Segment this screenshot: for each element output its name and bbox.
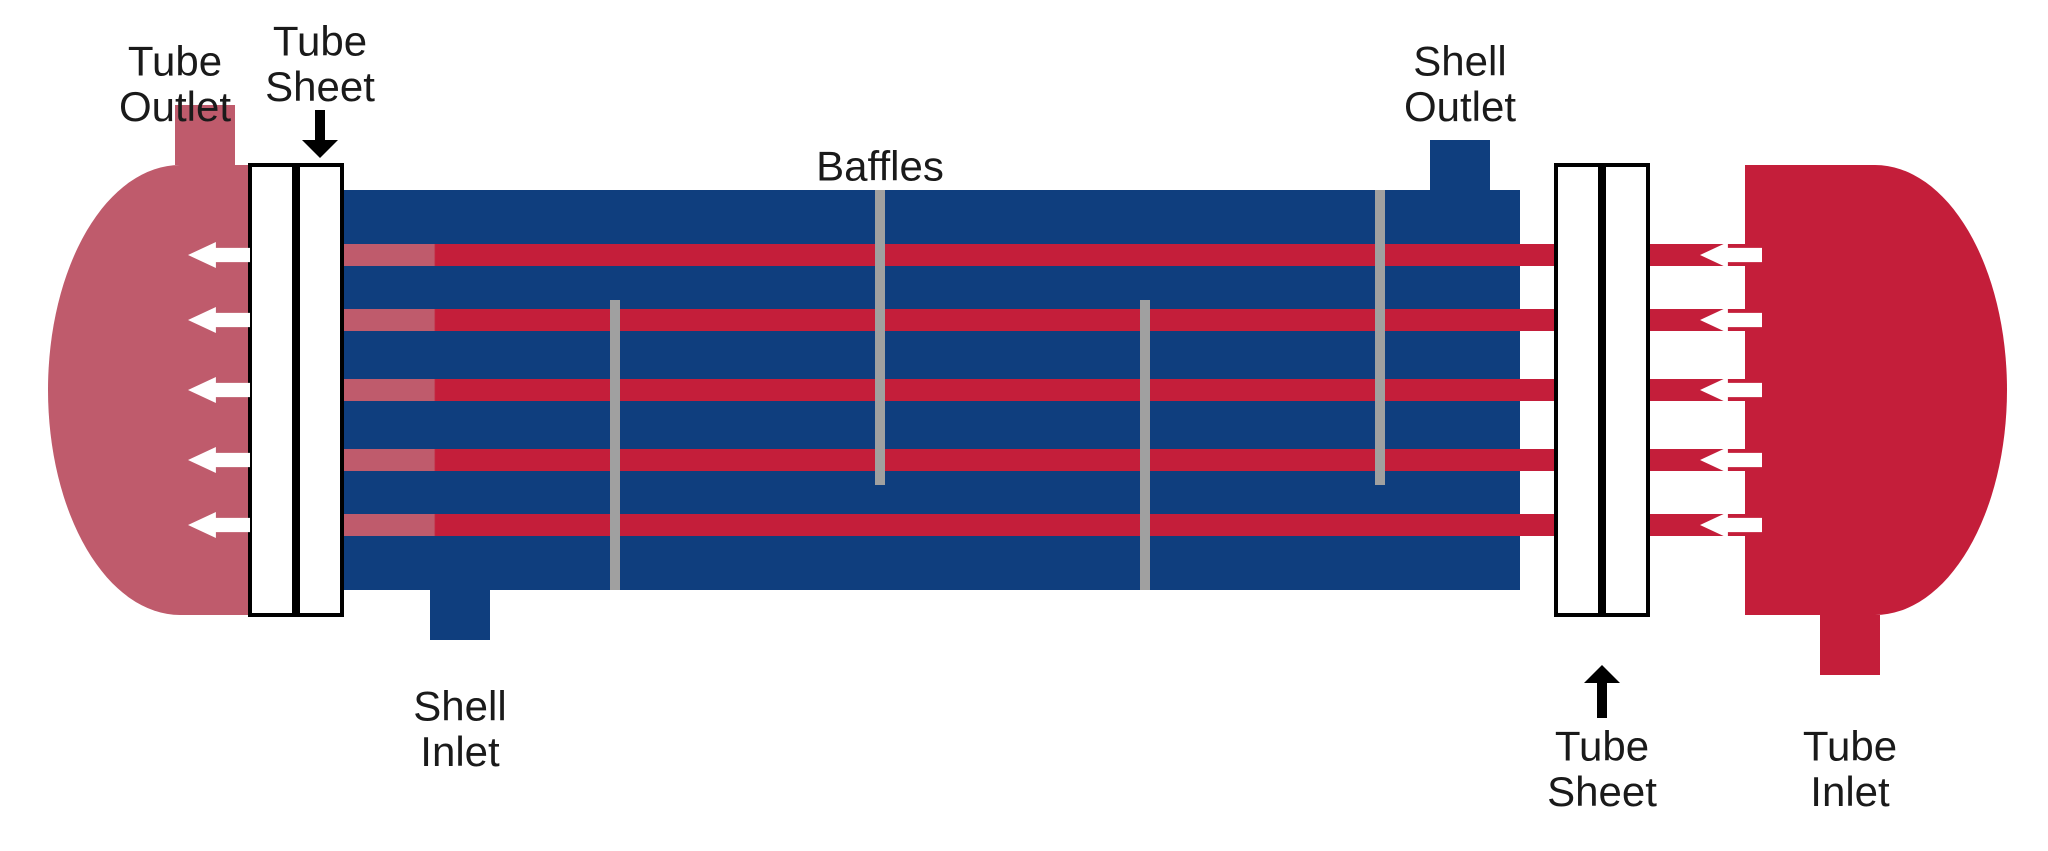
label-text: Shell xyxy=(413,682,506,729)
baffle xyxy=(875,190,885,485)
label-baffles: Baffles xyxy=(816,142,944,189)
tube xyxy=(320,449,1745,471)
label-shell_inlet: ShellInlet xyxy=(413,682,506,774)
baffle xyxy=(1140,300,1150,590)
tube xyxy=(320,309,1745,331)
label-tube_outlet: TubeOutlet xyxy=(119,37,231,129)
label-text: Outlet xyxy=(119,83,231,130)
label-tube_sheet_l: TubeSheet xyxy=(265,17,375,109)
label-tube_sheet_r: TubeSheet xyxy=(1547,722,1657,814)
label-text: Tube xyxy=(273,17,367,64)
tube xyxy=(320,244,1745,266)
tube-inlet-nozzle xyxy=(1820,615,1880,675)
label-text: Shell xyxy=(1413,37,1506,84)
tube-sheet xyxy=(250,165,294,615)
label-text: Tube xyxy=(1803,722,1897,769)
label-text: Outlet xyxy=(1404,83,1516,130)
label-text: Sheet xyxy=(1547,768,1657,815)
tube xyxy=(320,514,1745,536)
right-head xyxy=(1745,165,2007,615)
label-text: Inlet xyxy=(420,728,500,775)
tube xyxy=(320,379,1745,401)
label-text: Tube xyxy=(128,37,222,84)
label-text: Baffles xyxy=(816,142,944,189)
label-shell_outlet: ShellOutlet xyxy=(1404,37,1516,129)
tube-sheet xyxy=(1604,165,1648,615)
baffle xyxy=(1375,190,1385,485)
label-text: Inlet xyxy=(1810,768,1890,815)
baffle xyxy=(610,300,620,590)
label-text: Sheet xyxy=(265,63,375,110)
label-text: Tube xyxy=(1555,722,1649,769)
heat-exchanger-diagram: TubeOutletTubeSheetBafflesShellOutletShe… xyxy=(0,0,2048,846)
tube-sheet xyxy=(1556,165,1600,615)
label-tube_inlet: TubeInlet xyxy=(1803,722,1897,814)
shell-outlet-nozzle xyxy=(1430,140,1490,190)
tube-sheet xyxy=(298,165,342,615)
shell-inlet-nozzle xyxy=(430,590,490,640)
